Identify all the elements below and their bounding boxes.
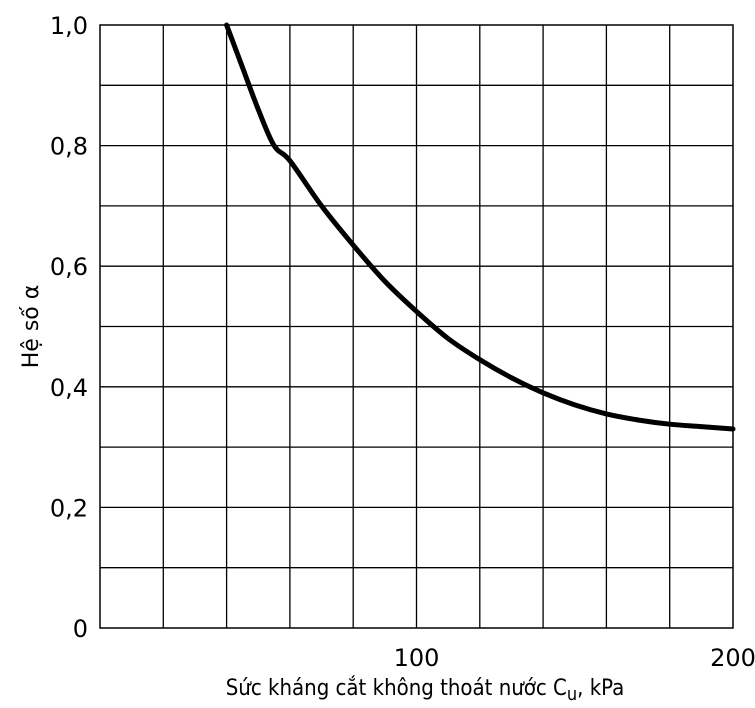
x-tick-labels: 100 200: [394, 644, 755, 672]
y-tick-label: 0,8: [50, 133, 88, 161]
y-tick-labels: 0 0,2 0,4 0,6 0,8 1,0: [50, 12, 88, 643]
x-tick-label: 100: [394, 644, 440, 672]
alpha-curve: [224, 22, 736, 432]
y-axis-label: Hệ số α: [19, 285, 44, 369]
plot-frame: [99, 24, 734, 629]
y-tick-label: 0,6: [50, 253, 88, 281]
x-tick-label: 200: [710, 644, 755, 672]
x-axis-label-main: Sức kháng cắt không thoát nước C: [226, 676, 567, 701]
x-axis-label: Sức kháng cắt không thoát nước Cu, kPa: [226, 676, 625, 705]
grid: [100, 25, 733, 628]
x-axis-label-tail: , kPa: [577, 676, 624, 701]
x-axis-label-subscript: u: [567, 684, 577, 705]
y-tick-label: 1,0: [50, 12, 88, 40]
y-tick-label: 0,2: [50, 494, 88, 522]
y-tick-label: 0: [73, 615, 88, 643]
y-tick-label: 0,4: [50, 374, 88, 402]
